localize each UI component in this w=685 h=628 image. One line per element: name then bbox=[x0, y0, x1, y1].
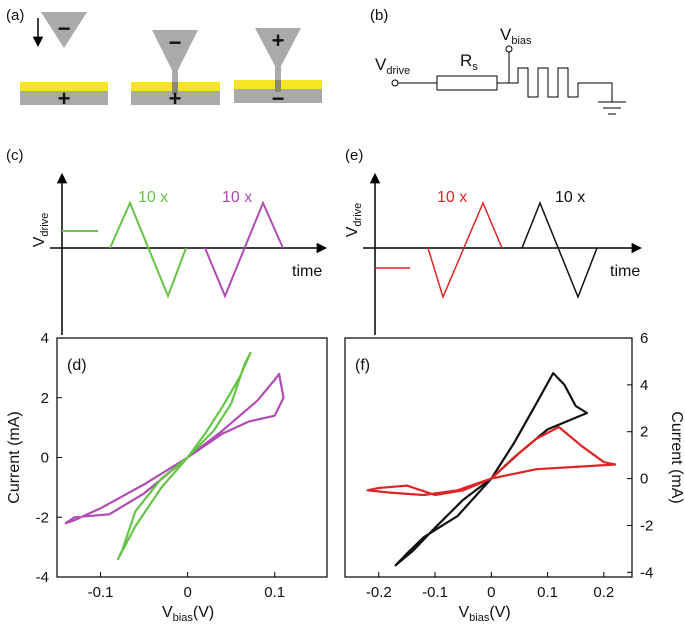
y-tick-label: 0 bbox=[41, 450, 49, 467]
subscript: bias bbox=[511, 35, 532, 47]
substrate bbox=[131, 91, 220, 105]
resistor bbox=[436, 75, 498, 91]
v-bias-label: Vbias bbox=[500, 25, 532, 47]
charge-sign: − bbox=[169, 30, 182, 55]
unit: (V) bbox=[193, 604, 214, 621]
charge-sign: + bbox=[58, 86, 71, 111]
panel-label: (e) bbox=[345, 147, 363, 164]
terminal bbox=[391, 79, 399, 87]
symbol: V bbox=[344, 226, 361, 237]
panel-a: (a) − − + + + − bbox=[6, 7, 322, 111]
v-drive-label: Vdrive bbox=[375, 55, 410, 77]
panel-label: (c) bbox=[6, 147, 24, 164]
subscript: bias bbox=[469, 612, 490, 623]
x-tick-label: 0 bbox=[183, 584, 191, 601]
waveform bbox=[204, 200, 284, 299]
data-line bbox=[394, 372, 589, 567]
y-tick-label: 2 bbox=[640, 424, 648, 441]
x-tick-label: 0.2 bbox=[593, 584, 614, 601]
filament bbox=[172, 82, 178, 94]
symbol: R bbox=[460, 51, 472, 70]
x-tick-label: -0.1 bbox=[88, 584, 114, 601]
repeat-label: 10 x bbox=[138, 189, 168, 206]
y-tick-label: 2 bbox=[41, 390, 49, 407]
panel-c: (c) Vdrive time 10 x 10 x bbox=[6, 147, 328, 335]
substrate bbox=[20, 91, 108, 105]
chart: -4 -2 0 2 4 6 -0.2 -0.1 0 0.1 0.2 (f) Current (mA) Vb… bbox=[344, 330, 685, 624]
y-tick-label: 0 bbox=[640, 471, 648, 488]
repeat-label: 10 x bbox=[437, 189, 467, 206]
terminal bbox=[505, 45, 513, 53]
chart: -4 -2 0 2 4 -0.1 0 0.1 (d) Current (mA) Vbias(V) bbox=[6, 330, 328, 624]
axis-label: Vdrive bbox=[344, 203, 364, 238]
x-tick-label: 0.1 bbox=[537, 584, 558, 601]
plot-frame bbox=[344, 337, 633, 578]
charge-sign: − bbox=[272, 86, 285, 111]
y-tick-label: -2 bbox=[640, 517, 653, 534]
data-line bbox=[366, 425, 617, 497]
panel-label: (d) bbox=[67, 357, 87, 374]
x-tick-label: 0 bbox=[487, 584, 495, 601]
unit: (V) bbox=[489, 604, 510, 621]
sample-wire bbox=[509, 67, 613, 102]
resistor-label: Rs bbox=[460, 51, 478, 73]
subscript: bias bbox=[173, 612, 194, 623]
tip bbox=[152, 30, 198, 84]
axis-label: Vdrive bbox=[31, 213, 51, 248]
x-tick-label: -0.1 bbox=[422, 584, 448, 601]
data-line bbox=[64, 372, 285, 525]
repeat-label: 10 x bbox=[222, 189, 252, 206]
x-tick-label: 0.1 bbox=[264, 584, 285, 601]
tip bbox=[255, 28, 301, 80]
symbol: V bbox=[162, 604, 173, 621]
axis-label: time bbox=[610, 263, 640, 280]
y-axis-label: Current (mA) bbox=[6, 411, 23, 503]
substrate bbox=[234, 89, 322, 103]
x-axis-label: Vbias(V) bbox=[459, 604, 511, 623]
axis-label: time bbox=[292, 263, 322, 280]
panel-b: (b) Vdrive Rs Vbias bbox=[370, 7, 626, 115]
y-tick-label: 4 bbox=[41, 330, 49, 347]
subscript: s bbox=[472, 61, 478, 73]
symbol: V bbox=[375, 55, 387, 74]
repeat-label: 10 x bbox=[555, 189, 585, 206]
y-tick-label: -4 bbox=[36, 569, 49, 586]
charge-sign: + bbox=[169, 86, 182, 111]
panel-e: (e) Vdrive time 10 x 10 x bbox=[344, 147, 643, 335]
y-tick-label: -4 bbox=[640, 564, 653, 581]
data-line bbox=[116, 351, 252, 561]
x-axis-label: Vbias(V) bbox=[162, 604, 214, 623]
tip bbox=[41, 12, 87, 48]
subscript: drive bbox=[386, 65, 410, 77]
waveform bbox=[427, 201, 503, 300]
panel-label: (b) bbox=[370, 7, 388, 24]
y-tick-label: -2 bbox=[36, 509, 49, 526]
x-tick-label: -0.2 bbox=[366, 584, 392, 601]
ground bbox=[598, 101, 626, 115]
y-tick-label: 6 bbox=[640, 330, 648, 347]
waveform bbox=[109, 200, 187, 299]
charge-sign: − bbox=[58, 16, 71, 41]
symbol: V bbox=[31, 236, 48, 247]
electrode bbox=[20, 82, 108, 91]
waveform bbox=[521, 200, 598, 300]
filament bbox=[275, 80, 281, 92]
panel-label: (a) bbox=[6, 7, 24, 24]
subscript: drive bbox=[39, 213, 51, 237]
symbol: V bbox=[459, 604, 470, 621]
panel-label: (f) bbox=[355, 357, 370, 374]
charge-sign: + bbox=[272, 28, 285, 53]
subscript: drive bbox=[352, 203, 364, 227]
y-axis-label: Current (mA) bbox=[668, 411, 685, 503]
symbol: V bbox=[500, 25, 512, 44]
plot-frame bbox=[56, 337, 328, 578]
y-tick-label: 4 bbox=[640, 377, 648, 394]
wire bbox=[398, 52, 510, 84]
